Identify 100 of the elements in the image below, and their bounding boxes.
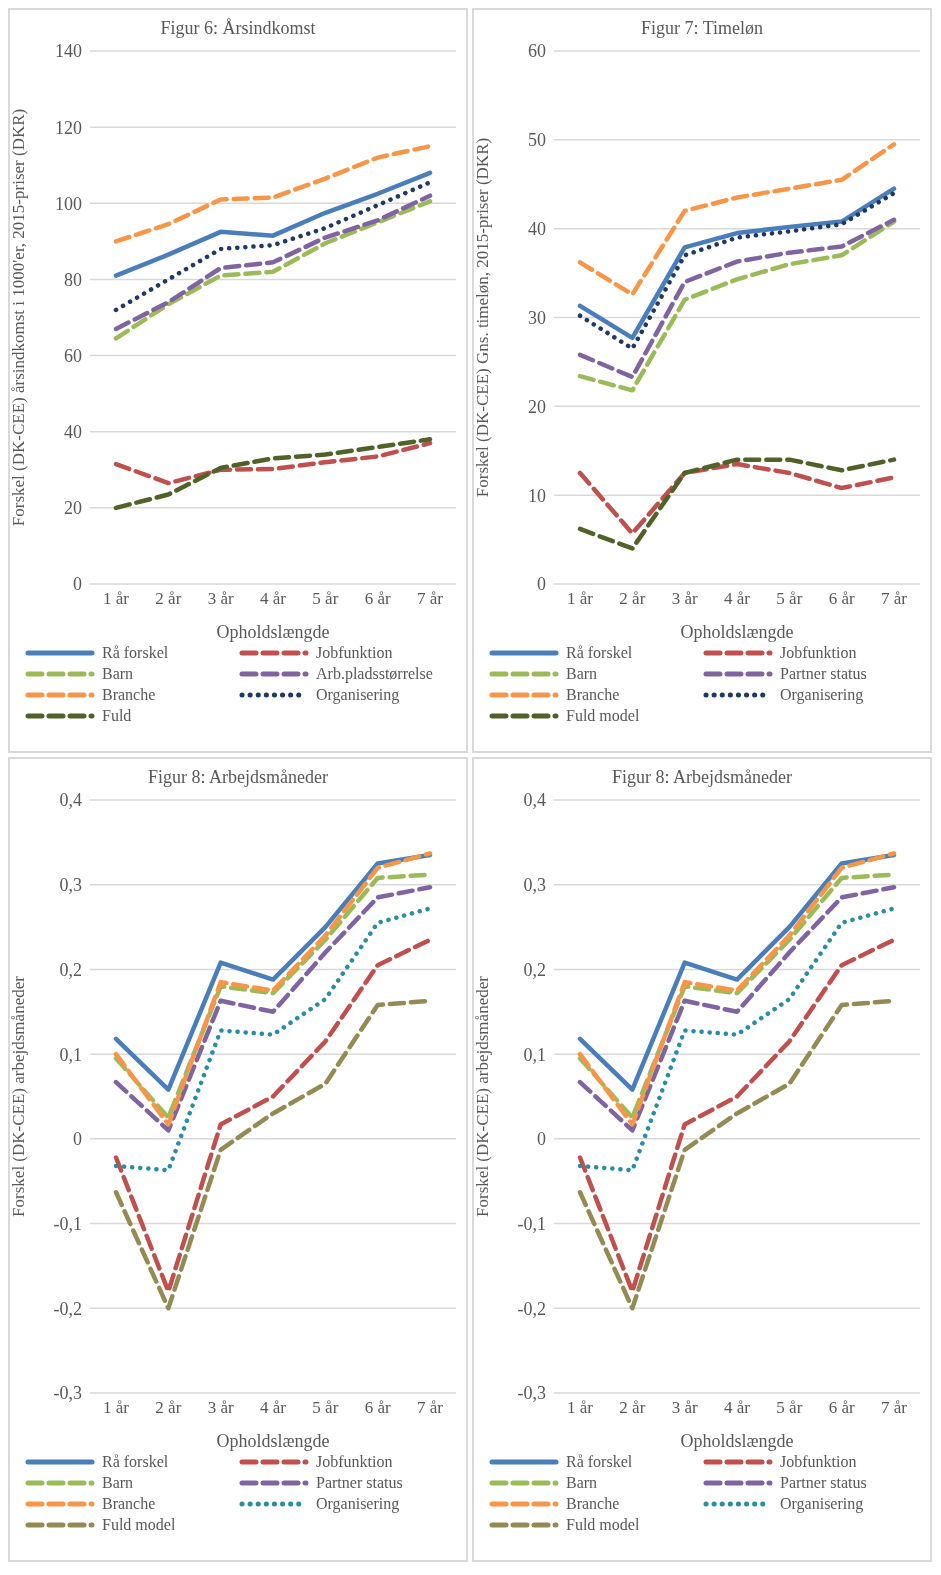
y-tick-label: 100 (55, 193, 82, 214)
y-tick-label: 80 (64, 269, 82, 290)
x-tick-label: 3 år (671, 1398, 698, 1418)
x-tick-label: 6 år (364, 1398, 391, 1418)
y-tick-label: 60 (64, 345, 82, 366)
y-tick-label: 40 (64, 422, 82, 443)
line-series (113, 437, 433, 511)
y-tick-label: 120 (55, 117, 82, 138)
y-tick-label: 10 (528, 485, 546, 506)
y-tick-label: 140 (55, 41, 82, 62)
x-tick-label: 7 år (417, 589, 444, 609)
x-tick-label: 1 år (567, 589, 594, 609)
x-axis-title: Opholdslængde (216, 1431, 330, 1451)
y-tick-label: 0,1 (523, 1044, 546, 1065)
line-series (113, 180, 433, 313)
legend-label: Fuld model (566, 1516, 640, 1534)
legend-label: Branche (102, 1495, 156, 1513)
y-tick-label: -0,3 (517, 1383, 546, 1404)
x-tick-label: 6 år (364, 589, 391, 609)
x-tick-label: 4 år (260, 1398, 287, 1418)
x-axis-title: Opholdslængde (216, 622, 330, 642)
x-tick-label: 6 år (828, 589, 855, 609)
x-tick-label: 5 år (312, 589, 339, 609)
legend-label: Jobfunktion (780, 1453, 857, 1471)
legend-label: Partner status (316, 1474, 403, 1492)
legend-label: Barn (102, 1474, 134, 1492)
legend-label: Barn (566, 1474, 598, 1492)
legend-label: Branche (566, 686, 620, 704)
x-tick-label: 2 år (619, 1398, 646, 1418)
legend-label: Fuld model (102, 1516, 176, 1534)
y-axis-title: Forskel (DK-CEE) Gns. timeløn, 2015-priser (DKR) (473, 137, 493, 498)
y-axis-title: Forskel (DK-CEE) arbejdsmåneder (9, 975, 29, 1217)
legend-label: Jobfunktion (780, 644, 857, 662)
line-series (577, 906, 897, 1173)
x-tick-label: 4 år (724, 589, 751, 609)
x-tick-label: 2 år (155, 589, 182, 609)
legend-label: Partner status (780, 665, 867, 683)
y-axis-title: Forskel (DK-CEE) årsindkomst i 1000'er, 2015-priser (DKR) (9, 108, 29, 527)
y-tick-label: 0,3 (59, 875, 82, 896)
y-tick-label: -0,2 (53, 1298, 82, 1319)
x-tick-label: 1 år (103, 1398, 130, 1418)
legend-label: Branche (102, 686, 156, 704)
legend-label: Organisering (780, 1495, 864, 1513)
y-tick-label: 0 (537, 574, 546, 595)
legend-label: Barn (566, 665, 598, 683)
legend-label: Rå forskel (566, 644, 633, 662)
y-tick-label: 50 (528, 130, 546, 151)
legend-label: Barn (102, 665, 134, 683)
y-tick-label: 0 (537, 1129, 546, 1150)
legend-label: Jobfunktion (316, 1453, 393, 1471)
y-tick-label: -0,3 (53, 1383, 82, 1404)
y-tick-label: 40 (528, 219, 546, 240)
x-tick-label: 3 år (671, 589, 698, 609)
x-tick-label: 5 år (312, 1398, 339, 1418)
chart-title: Figur 7: Timeløn (639, 18, 764, 39)
x-tick-label: 2 år (619, 589, 646, 609)
legend-label: Organisering (780, 686, 864, 704)
x-tick-label: 7 år (881, 589, 908, 609)
x-axis-title: Opholdslængde (680, 622, 794, 642)
line-series (113, 170, 433, 278)
y-tick-label: 60 (528, 41, 546, 62)
legend-label: Jobfunktion (316, 644, 393, 662)
line-series (113, 143, 433, 244)
y-tick-label: 0,1 (59, 1044, 82, 1065)
line-series (577, 937, 897, 1294)
y-tick-label: -0,2 (517, 1298, 546, 1319)
line-series (113, 440, 433, 486)
x-tick-label: 2 år (155, 1398, 182, 1418)
y-tick-label: 0,4 (59, 790, 82, 811)
legend-label: Rå forskel (102, 644, 169, 662)
y-tick-label: 0 (73, 574, 82, 595)
y-tick-label: -0,1 (53, 1213, 82, 1234)
x-tick-label: 3 år (207, 589, 234, 609)
legend-label: Arb.pladsstørrelse (316, 665, 433, 683)
legend-label: Fuld model (566, 707, 640, 725)
y-tick-label: 30 (528, 307, 546, 328)
chart-title: Figur 8: Arbejdsmåneder (147, 767, 329, 788)
line-series (113, 906, 433, 1173)
x-tick-label: 4 år (724, 1398, 751, 1418)
x-tick-label: 5 år (776, 589, 803, 609)
x-tick-label: 7 år (881, 1398, 908, 1418)
legend-label: Rå forskel (566, 1453, 633, 1471)
y-tick-label: 0,2 (523, 959, 546, 980)
y-tick-label: 0,2 (59, 959, 82, 980)
x-tick-label: 3 år (207, 1398, 234, 1418)
legend-label: Organisering (316, 1495, 400, 1513)
x-tick-label: 4 år (260, 589, 287, 609)
chart-title: Figur 6: Årsindkomst (159, 18, 317, 39)
x-axis-title: Opholdslængde (680, 1431, 794, 1451)
legend-label: Branche (566, 1495, 620, 1513)
x-tick-label: 1 år (567, 1398, 594, 1418)
legend-label: Organisering (316, 686, 400, 704)
legend-label: Partner status (780, 1474, 867, 1492)
chart-title: Figur 8: Arbejdsmåneder (611, 767, 793, 788)
line-series (577, 142, 897, 297)
y-tick-label: 20 (528, 396, 546, 417)
y-tick-label: 20 (64, 498, 82, 519)
x-tick-label: 5 år (776, 1398, 803, 1418)
x-tick-label: 1 år (103, 589, 130, 609)
legend-label: Fuld (102, 707, 132, 725)
